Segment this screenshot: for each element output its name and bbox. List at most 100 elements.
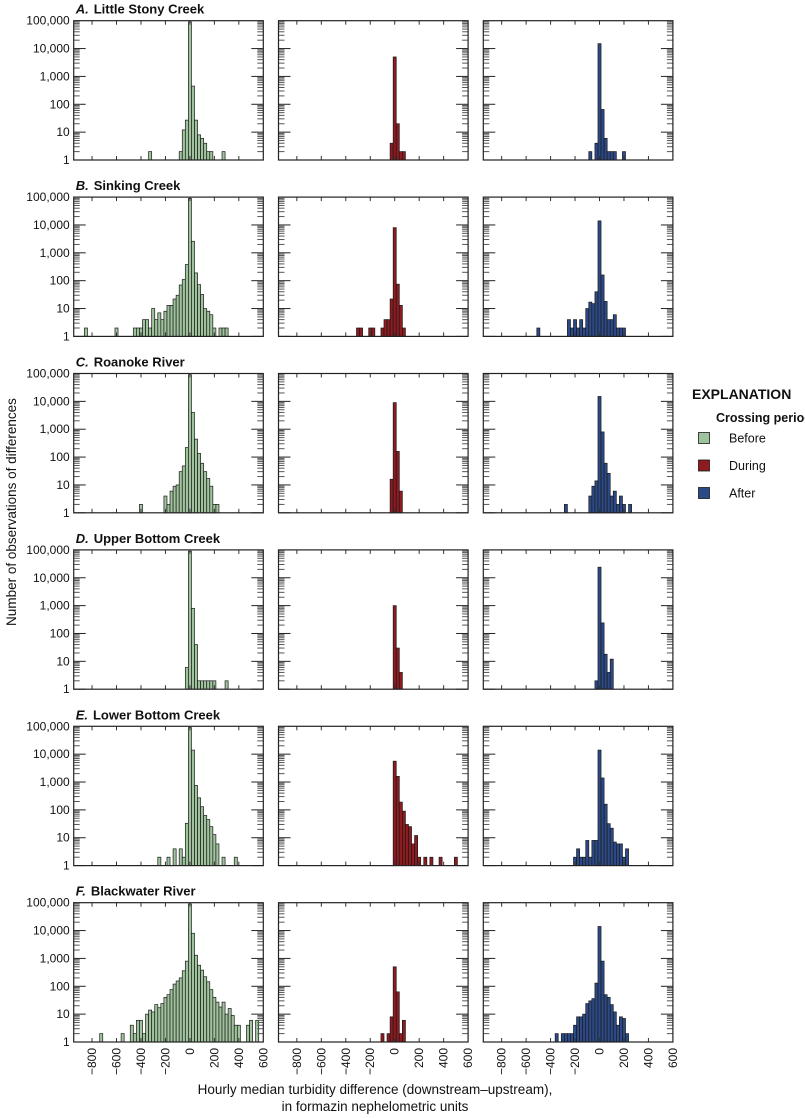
histogram-bar <box>209 314 214 337</box>
histogram-bar <box>221 1001 226 1043</box>
histogram-bar <box>197 797 201 866</box>
histogram-bar <box>398 672 403 690</box>
histogram-bar <box>209 826 214 866</box>
histogram-bar <box>585 1003 590 1043</box>
histogram-bar <box>172 298 177 337</box>
legend-swatch <box>698 459 710 472</box>
histogram-bar <box>588 151 593 161</box>
plot-frame <box>277 549 469 690</box>
histogram-bar <box>582 1013 587 1043</box>
panel-c-during <box>277 372 469 514</box>
histogram-bar <box>188 374 192 514</box>
histogram-bar <box>606 473 611 514</box>
histogram-bar <box>395 283 400 337</box>
legend-subtitle: Crossing period <box>716 411 805 425</box>
panel-name: Sinking Creek <box>94 178 181 193</box>
x-tick-label: −600 <box>519 1048 533 1075</box>
histogram-bar <box>609 495 614 514</box>
histogram-bar <box>398 801 403 866</box>
y-tick-label: 1 <box>63 1035 70 1049</box>
histogram-bar <box>188 727 192 866</box>
x-tick-label: 0 <box>183 1048 197 1055</box>
histogram-bar <box>132 327 137 337</box>
histogram-bar <box>203 815 208 866</box>
x-tick-label: 0 <box>593 1048 607 1055</box>
histogram-bar <box>169 989 174 1043</box>
histogram-bar <box>612 314 617 337</box>
histogram-bar <box>184 119 189 161</box>
histogram-bar <box>154 319 159 337</box>
y-tick-label: 10 <box>56 478 70 492</box>
histogram-bar <box>612 841 617 866</box>
histogram-bar <box>606 672 611 690</box>
histogram-bar <box>600 109 605 161</box>
histogram-bar <box>84 327 88 337</box>
histogram-bar <box>142 1033 146 1043</box>
histogram-bar <box>625 848 629 866</box>
histogram-bar <box>233 856 238 866</box>
histogram-bar <box>178 471 183 514</box>
histogram-bar <box>609 1004 614 1043</box>
histogram-bar <box>136 327 140 337</box>
plot-frame <box>277 902 469 1043</box>
histogram-bar <box>154 1004 159 1043</box>
histogram-bar <box>576 327 580 337</box>
histogram-bar <box>191 607 195 690</box>
histogram-bar <box>392 402 397 514</box>
histogram-bar <box>591 998 596 1043</box>
histogram-bar <box>609 151 614 161</box>
histogram-bar <box>395 647 400 690</box>
histogram-bar <box>194 954 198 1043</box>
histogram-bar <box>609 827 614 866</box>
histogram-bar <box>169 490 174 514</box>
histogram-bar <box>609 319 614 337</box>
x-tick-label: 400 <box>437 1048 451 1068</box>
histogram-bar <box>411 843 415 866</box>
histogram-bar <box>194 644 198 690</box>
panel-a-before: 1 10 100 1,000 10,000 100,000 <box>26 14 264 167</box>
histogram-bar <box>594 291 599 337</box>
histogram-bar <box>380 1033 385 1043</box>
histogram-bar <box>438 856 443 866</box>
y-tick-label: 10 <box>56 831 70 845</box>
plot-frame <box>73 549 264 690</box>
histogram-bar <box>612 490 617 514</box>
histogram-bar <box>221 327 226 337</box>
y-tick-label: 10,000 <box>33 42 70 56</box>
histogram-bar <box>625 1033 629 1043</box>
histogram-bar <box>166 305 171 337</box>
panel-a-after <box>482 20 674 161</box>
histogram-bar <box>200 806 205 866</box>
histogram-bar <box>588 301 593 337</box>
y-tick-label: 100 <box>50 274 70 288</box>
histogram-bar <box>398 1033 403 1043</box>
plot-frame <box>277 725 469 867</box>
histogram-bar <box>389 298 394 337</box>
histogram-bar <box>567 1033 571 1043</box>
panel-a-during <box>277 20 469 161</box>
y-tick-label: 1 <box>63 153 70 167</box>
x-tick-label: −400 <box>339 1048 353 1075</box>
y-tick-label: 10 <box>56 302 70 316</box>
histogram-bar <box>398 305 403 337</box>
histogram-bar <box>606 997 611 1043</box>
histogram-bar <box>206 981 211 1043</box>
y-tick-label: 100 <box>50 979 70 993</box>
x-tick-label: −800 <box>290 1048 304 1075</box>
histogram-bar <box>389 1016 394 1043</box>
y-axis-title: Number of observations of differences <box>4 398 19 626</box>
histogram-bar <box>408 826 412 866</box>
legend-label: After <box>729 487 755 501</box>
histogram-bar <box>188 903 192 1043</box>
histogram-bar <box>132 1033 137 1043</box>
histogram-bar <box>597 566 602 690</box>
histogram-bar <box>603 803 608 866</box>
panel-c-after <box>482 372 674 514</box>
histogram-bar <box>197 680 201 690</box>
histogram-bar <box>175 294 180 337</box>
x-tick-label: −800 <box>85 1048 99 1075</box>
histogram-bar <box>597 220 602 337</box>
histogram-bar <box>181 856 186 866</box>
y-tick-label: 100,000 <box>26 367 70 381</box>
histogram-bar <box>585 840 590 866</box>
